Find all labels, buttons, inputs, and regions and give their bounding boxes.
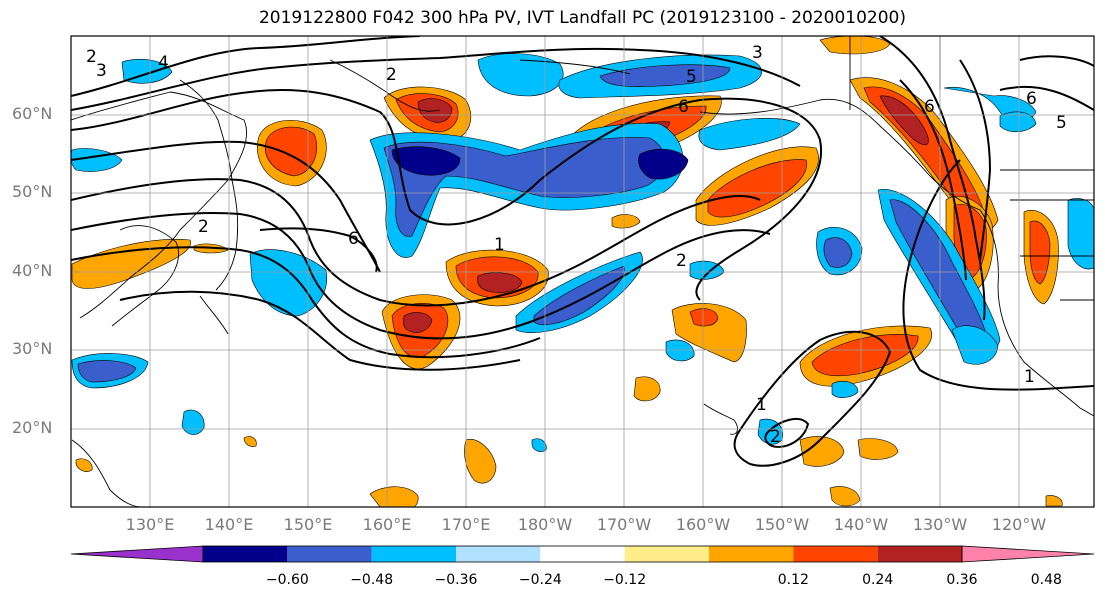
map-title: 2019122800 F042 300 hPa PV, IVT Landfall… xyxy=(258,8,906,28)
contour-label: 2 xyxy=(676,251,687,271)
contour-label: 2 xyxy=(198,217,209,237)
colorbar-segment xyxy=(540,546,625,562)
colorbar-tick-label: −0.48 xyxy=(350,572,394,588)
colorbar-segment xyxy=(624,546,709,562)
colorbar-extend-low xyxy=(70,545,204,563)
colorbar-tick-label: −0.60 xyxy=(265,572,309,588)
lon-label: 130°E xyxy=(125,515,175,534)
contour-label-group: 2 3 4 2 3 5 6 2 6 1 2 1 2 6 5 6 1 xyxy=(86,43,1067,447)
contour-label: 3 xyxy=(752,43,763,63)
map-panel: 2 3 4 2 3 5 6 2 6 1 2 1 2 6 5 6 1 xyxy=(70,35,1095,508)
colorbar-outline xyxy=(202,545,963,563)
colorbar-segment xyxy=(709,546,794,562)
colorbar-segment xyxy=(793,546,878,562)
colorbar-tick-label: 0.48 xyxy=(1030,572,1062,588)
colorbar-segment xyxy=(877,546,962,562)
lon-label: 170°E xyxy=(441,515,491,534)
colorbar-extend-high xyxy=(961,545,1095,563)
colorbar-segment xyxy=(203,546,288,562)
colorbar-segment xyxy=(456,546,541,562)
contour-label: 3 xyxy=(96,61,107,81)
graticule xyxy=(71,36,1094,507)
contour-label: 4 xyxy=(158,53,169,73)
colorbar xyxy=(70,545,1095,563)
contour-label: 2 xyxy=(770,427,781,447)
lon-label: 140°W xyxy=(833,515,889,534)
contour-label: 6 xyxy=(1026,89,1037,109)
contour-label: 2 xyxy=(86,47,97,67)
contour-label: 1 xyxy=(756,395,767,415)
shading-layer xyxy=(71,36,1094,507)
contour-label: 1 xyxy=(494,235,505,255)
colorbar-segment xyxy=(371,546,456,562)
colorbar-tick-label: −0.36 xyxy=(434,572,478,588)
contour-label: 6 xyxy=(348,229,359,249)
lon-label: 150°E xyxy=(283,515,333,534)
colorbar-tick-label: −0.12 xyxy=(603,572,647,588)
colorbar-segment xyxy=(287,546,372,562)
lon-label: 160°E xyxy=(362,515,412,534)
lon-label: 140°E xyxy=(204,515,254,534)
lon-label: 180°W xyxy=(517,515,573,534)
lat-label-60n: 60°N xyxy=(12,104,53,123)
lon-label: 160°W xyxy=(675,515,731,534)
lat-label-50n: 50°N xyxy=(12,182,53,201)
lon-label: 130°W xyxy=(912,515,968,534)
colorbar-tick-label: 0.36 xyxy=(946,572,978,588)
lat-label-30n: 30°N xyxy=(12,339,53,358)
contour-label: 5 xyxy=(1056,113,1067,133)
contour-label: 1 xyxy=(1024,367,1035,387)
lon-label: 170°W xyxy=(596,515,652,534)
lon-label: 120°W xyxy=(991,515,1047,534)
contour-label: 2 xyxy=(386,65,397,85)
colorbar-tick-label: −0.24 xyxy=(518,572,562,588)
lon-label: 150°W xyxy=(754,515,810,534)
colorbar-tick-label: 0.12 xyxy=(777,572,809,588)
colorbar-tick-label: 0.24 xyxy=(862,572,894,588)
map-frame xyxy=(70,35,1095,508)
contour-label: 6 xyxy=(924,97,935,117)
lat-label-40n: 40°N xyxy=(12,261,53,280)
contour-label: 6 xyxy=(678,97,689,117)
contour-lines xyxy=(71,36,1094,467)
contour-label: 5 xyxy=(686,67,697,87)
lat-label-20n: 20°N xyxy=(12,418,53,437)
